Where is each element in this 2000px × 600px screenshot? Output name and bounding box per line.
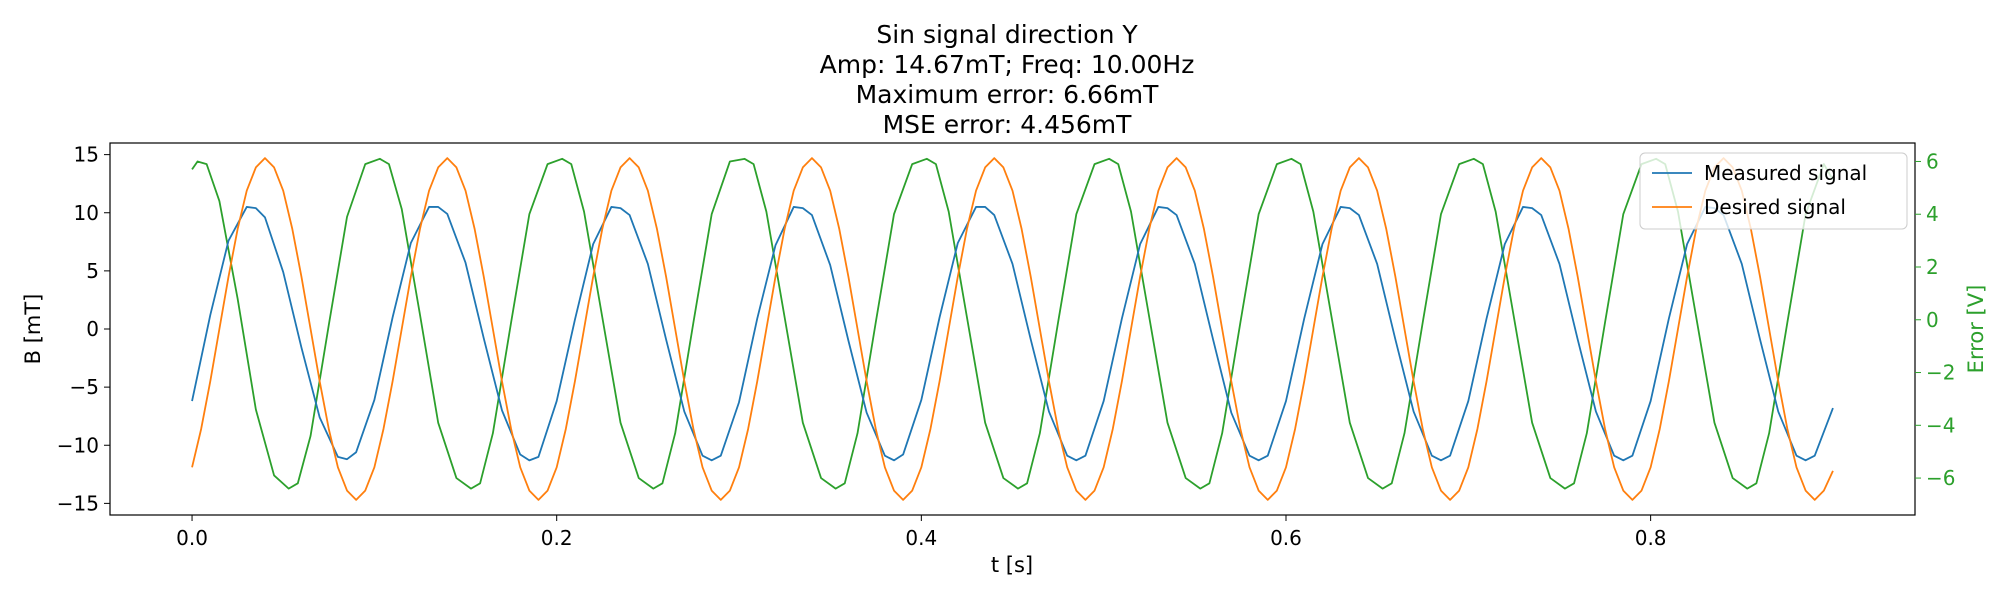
series-group (191, 157, 1834, 501)
x-axis-label: t [s] (991, 553, 1033, 577)
y-axis-label-right: Error [V] (1964, 285, 1988, 374)
title-line-4: MSE error: 4.456mT (883, 110, 1133, 139)
y-tick-label: 15 (74, 143, 99, 167)
y-tick-label: −5 (70, 375, 99, 399)
x-tick-label: 0.8 (1635, 526, 1667, 550)
y-tick-label: 5 (86, 259, 99, 283)
title-line-3: Maximum error: 6.66mT (856, 80, 1160, 109)
x-tick-label: 0.2 (541, 526, 573, 550)
y-right-tick-label: 4 (1926, 202, 1939, 226)
y-right-tick-label: 6 (1926, 149, 1939, 173)
y-tick-label: 10 (74, 201, 99, 225)
x-axis: 0.0 0.2 0.4 0.6 0.8 (176, 515, 1667, 550)
y-tick-label: 0 (86, 317, 99, 341)
y-right-tick-label: −6 (1926, 466, 1955, 490)
series-line-measured-signal (191, 206, 1834, 462)
x-tick-label: 0.0 (176, 526, 208, 550)
series-line-error (191, 157, 1834, 490)
y-axis-right: 6 4 2 0 −2 −4 −6 (1915, 149, 1955, 490)
legend: Measured signal Desired signal (1639, 152, 1908, 230)
chart-title: Sin signal direction Y Amp: 14.67mT; Fre… (820, 20, 1195, 139)
x-tick-label: 0.6 (1270, 526, 1302, 550)
legend-box (1639, 152, 1908, 230)
y-axis-left: 15 10 5 0 −5 −10 −15 (57, 143, 110, 515)
y-right-tick-label: −4 (1926, 413, 1955, 437)
y-right-tick-label: 0 (1926, 308, 1939, 332)
legend-label-desired: Desired signal (1704, 195, 1846, 219)
title-line-2: Amp: 14.67mT; Freq: 10.00Hz (820, 50, 1195, 79)
y-tick-label: −10 (57, 433, 99, 457)
y-tick-label: −15 (57, 491, 99, 515)
title-line-1: Sin signal direction Y (876, 20, 1138, 49)
x-tick-label: 0.4 (905, 526, 937, 550)
legend-label-measured: Measured signal (1704, 161, 1867, 185)
y-axis-label: B [mT] (21, 294, 45, 365)
y-right-tick-label: −2 (1926, 361, 1955, 385)
y-right-tick-label: 2 (1926, 255, 1939, 279)
series-line-desired-signal (191, 157, 1834, 501)
